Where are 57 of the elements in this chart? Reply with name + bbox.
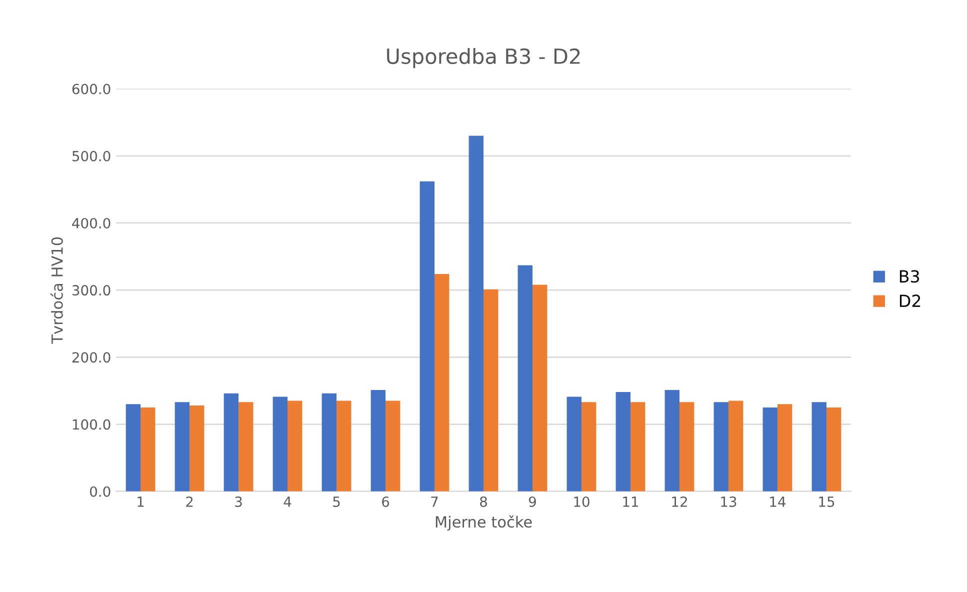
x-tick-label: 11 <box>623 496 638 507</box>
bar <box>238 402 254 492</box>
y-tick-label: 500.0 <box>72 150 110 162</box>
x-tick-label: 6 <box>382 496 390 507</box>
bar <box>728 400 744 492</box>
bar <box>762 407 778 492</box>
y-tick-label: 400.0 <box>72 218 110 228</box>
y-axis-title: Tvrdoća HV10 <box>50 237 63 344</box>
y-tick-label: 600.0 <box>72 84 110 94</box>
bar <box>370 390 386 492</box>
bar <box>386 400 400 492</box>
x-tick-label: 7 <box>431 496 438 507</box>
x-tick-label: 2 <box>186 496 193 507</box>
bar <box>174 402 190 492</box>
x-axis-title: Mjerne točke <box>436 515 532 531</box>
bar <box>322 393 337 492</box>
x-tick-label: 4 <box>284 496 292 507</box>
y-tick-label: 0.0 <box>90 486 110 497</box>
bar <box>679 402 694 492</box>
bar <box>616 392 630 492</box>
bar <box>581 402 596 492</box>
bar <box>190 405 204 492</box>
bar <box>812 402 826 492</box>
bar <box>224 393 239 492</box>
chart-title: Usporedba B3 - D2 <box>387 48 580 68</box>
x-tick-label: 12 <box>672 496 687 507</box>
bar <box>630 402 646 492</box>
x-tick-label: 14 <box>770 496 786 507</box>
bar <box>434 274 450 492</box>
bar <box>664 390 680 492</box>
bar <box>826 407 842 492</box>
x-tick-label: 1 <box>138 496 144 507</box>
x-tick-label: 13 <box>721 496 736 507</box>
bar <box>532 284 548 492</box>
bar <box>420 181 435 492</box>
bar <box>714 402 728 492</box>
x-tick-label: 8 <box>480 496 487 507</box>
x-tick-label: 10 <box>574 496 590 507</box>
bar <box>518 265 532 492</box>
bar <box>484 289 498 492</box>
bar <box>566 396 582 492</box>
legend-label: B3 <box>900 270 920 283</box>
x-tick-label: 15 <box>819 496 834 507</box>
y-tick-label: 300.0 <box>72 285 110 296</box>
legend-label: D2 <box>900 294 920 307</box>
bar <box>140 407 156 492</box>
x-tick-label: 5 <box>333 496 340 507</box>
bar <box>777 404 792 492</box>
bar <box>126 404 141 492</box>
bar <box>468 136 484 492</box>
x-tick-label: 3 <box>235 496 242 507</box>
bar <box>288 400 302 492</box>
bar <box>272 396 288 492</box>
y-tick-label: 200.0 <box>72 352 110 363</box>
x-tick-label: 9 <box>528 496 536 507</box>
y-tick-label: 100.0 <box>72 419 110 430</box>
bar <box>336 400 352 492</box>
